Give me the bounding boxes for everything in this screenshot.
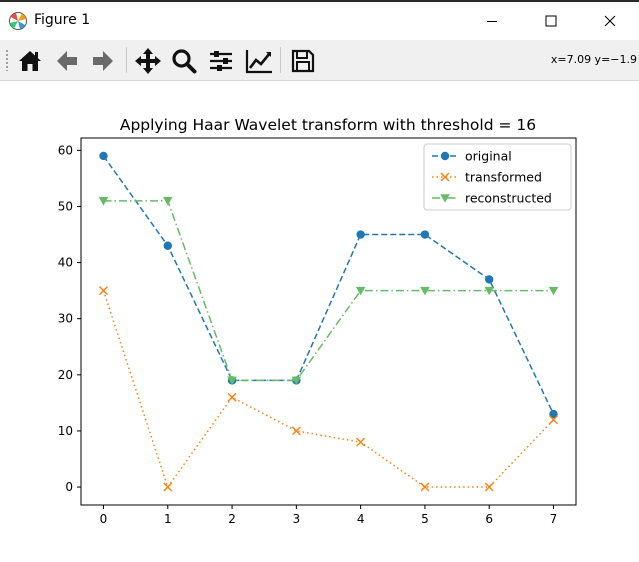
pan-button[interactable]	[133, 46, 163, 76]
figure-canvas[interactable]: Applying Haar Wavelet transform with thr…	[0, 81, 639, 558]
y-tick-label: 60	[58, 143, 73, 157]
legend-item: reconstructed	[432, 191, 552, 206]
data-point-original	[485, 275, 494, 284]
data-point-reconstructed	[420, 286, 430, 296]
data-point-transformed	[549, 415, 558, 425]
legend-label: transformed	[465, 170, 542, 185]
data-point-transformed	[99, 286, 108, 296]
zoom-icon	[172, 49, 197, 74]
back-arrow-icon	[57, 51, 77, 71]
x-tick-label: 1	[164, 512, 172, 526]
back-button[interactable]	[52, 46, 82, 76]
forward-arrow-icon	[93, 51, 113, 71]
data-point-transformed	[420, 482, 430, 492]
maximize-icon	[545, 15, 557, 27]
data-point-original	[99, 151, 108, 161]
edit-axis-button[interactable]	[244, 46, 274, 76]
data-point-reconstructed	[291, 376, 302, 386]
series-transformed	[99, 286, 558, 492]
legend-box	[423, 143, 572, 211]
forward-button[interactable]	[88, 46, 118, 76]
data-point-reconstructed	[484, 286, 495, 296]
data-point-transformed	[163, 482, 173, 492]
matplotlib-icon	[8, 11, 28, 31]
x-tick-label: 6	[485, 512, 493, 526]
window-title: Figure 1	[34, 12, 91, 28]
window-titlebar[interactable]: Figure 1	[0, 2, 639, 40]
legend: original transformed reconstructed	[423, 143, 572, 211]
legend-item: transformed	[432, 170, 542, 185]
x-tick-label: 5	[421, 512, 429, 526]
legend-marker	[440, 151, 450, 161]
toolbar-separator	[126, 47, 127, 73]
maximize-button[interactable]	[528, 6, 574, 36]
data-point-transformed	[291, 426, 301, 436]
data-point-original	[420, 230, 430, 239]
x-tick-label: 7	[550, 512, 558, 526]
legend-marker	[440, 172, 450, 182]
data-point-transformed	[484, 482, 494, 492]
x-tick-label: 3	[293, 512, 301, 526]
series-line-original	[102, 155, 555, 415]
navigation-toolbar: x=7.09 y=−1.9	[0, 40, 639, 81]
y-tick-label: 0	[65, 480, 73, 494]
home-button[interactable]	[15, 46, 45, 76]
legend-label: original	[465, 149, 512, 164]
toolbar-separator	[280, 47, 281, 73]
window-top-border	[0, 0, 639, 2]
y-tick-label: 30	[58, 312, 73, 326]
data-point-original	[549, 409, 558, 419]
minimize-button[interactable]	[469, 6, 515, 36]
chart[interactable]: Applying Haar Wavelet transform with thr…	[0, 81, 639, 558]
data-point-reconstructed	[548, 286, 559, 296]
data-point-reconstructed	[355, 286, 366, 296]
subplots-icon	[210, 51, 232, 71]
home-icon	[19, 51, 41, 71]
close-button[interactable]	[587, 6, 633, 36]
data-point-reconstructed	[98, 197, 109, 206]
legend-item: original	[432, 149, 512, 164]
minimize-icon	[487, 21, 497, 22]
legend-marker	[440, 194, 450, 203]
x-tick-label: 2	[228, 512, 236, 526]
data-point-original	[356, 230, 365, 239]
series-reconstructed	[98, 197, 559, 386]
series-original	[99, 151, 558, 419]
toolbar-grip[interactable]	[5, 49, 9, 71]
y-tick-label: 50	[58, 199, 73, 213]
data-point-original	[163, 241, 172, 250]
cursor-coordinates: x=7.09 y=−1.9	[550, 53, 637, 66]
y-tick-label: 20	[58, 368, 73, 382]
edit-axis-icon	[245, 50, 272, 74]
axes-frame	[80, 137, 577, 506]
data-point-reconstructed	[162, 197, 173, 206]
data-point-transformed	[227, 392, 237, 402]
y-tick-label: 40	[58, 256, 73, 270]
save-icon	[291, 49, 315, 73]
series-line-reconstructed	[103, 200, 554, 382]
close-icon	[604, 15, 616, 27]
y-tick-label: 10	[58, 424, 73, 438]
pan-icon	[135, 48, 161, 74]
save-button[interactable]	[288, 46, 318, 76]
data-point-transformed	[356, 437, 366, 447]
legend-label: reconstructed	[465, 191, 552, 206]
data-point-reconstructed	[227, 376, 237, 386]
zoom-button[interactable]	[169, 46, 199, 76]
x-tick-label: 0	[100, 512, 108, 526]
x-tick-label: 4	[357, 512, 365, 526]
subplots-button[interactable]	[206, 46, 236, 76]
chart-title: Applying Haar Wavelet transform with thr…	[120, 116, 536, 134]
series-line-transformed	[102, 290, 555, 489]
